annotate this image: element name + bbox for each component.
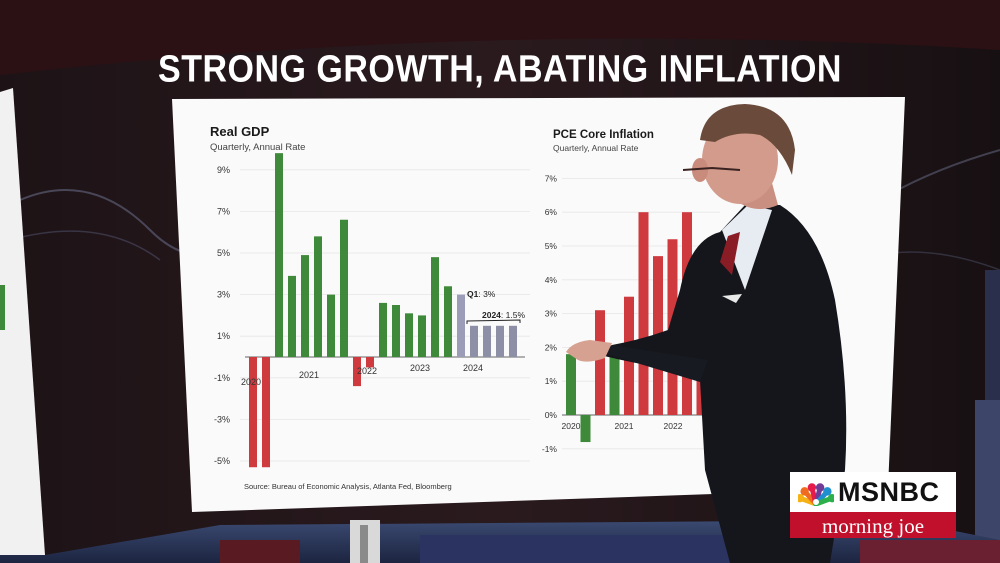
gdp-bar: [509, 325, 517, 357]
gdp-bar: [392, 305, 400, 357]
pce-y-tick: 5%: [545, 241, 558, 251]
forecast-annotation: 2024: 1.5%: [482, 310, 525, 320]
pce-y-tick: 1%: [545, 376, 558, 386]
gdp-y-tick: 7%: [217, 206, 230, 216]
shirt-collar: [722, 205, 772, 290]
q1-annotation: Q1: 3%: [467, 289, 496, 299]
presenter-nose: [692, 158, 708, 182]
suit-jacket: [600, 205, 847, 563]
gdp-y-tick: 3%: [217, 290, 230, 300]
pce-x-label: 2022: [664, 421, 683, 431]
pce-bar: [566, 354, 576, 415]
forecast-bracket: [466, 319, 521, 324]
pce-x-label: 2021: [615, 421, 634, 431]
peacock-body: [813, 499, 819, 505]
gdp-title: Real GDP: [210, 124, 270, 139]
peacock-icon: [798, 483, 834, 506]
pce-bar: [609, 347, 620, 415]
pce-bar: [580, 415, 591, 443]
presenter-hair: [700, 104, 795, 175]
pce-y-tick: 3%: [545, 309, 558, 319]
gdp-y-tick: 1%: [217, 331, 230, 341]
gdp-y-tick: -5%: [214, 456, 230, 466]
gdp-bar: [275, 153, 283, 357]
headline: STRONG GROWTH, ABATING INFLATION: [158, 47, 842, 91]
gdp-bar: [418, 315, 426, 357]
gdp-bar: [431, 257, 439, 357]
pce-y-tick: 4%: [545, 275, 558, 285]
presenter-hand: [566, 340, 612, 362]
gdp-chart: Real GDP Quarterly, Annual Rate 9% 7% 5% 3%…: [210, 124, 530, 491]
network-logo-top: MSNBC: [790, 472, 956, 512]
gdp-y-tick: 5%: [217, 248, 230, 258]
gdp-x-label: 2020: [241, 377, 261, 387]
gdp-bar: [353, 357, 361, 387]
network-logo: MSNBC morning joe: [790, 472, 956, 538]
gdp-y-tick: -1%: [214, 373, 230, 383]
glasses: [682, 167, 741, 171]
gdp-bar: [483, 325, 491, 357]
pce-subtitle: Quarterly, Annual Rate: [553, 143, 639, 153]
gdp-bar: [262, 357, 270, 468]
forecast-annotation-label: 2024: [482, 310, 501, 320]
forecast-annotation-value: : 1.5%: [501, 310, 526, 320]
gdp-bar: [366, 357, 374, 368]
gdp-bar: [340, 219, 348, 357]
gdp-y-tick: 9%: [217, 165, 230, 175]
gdp-source: Source: Bureau of Economic Analysis, Atl…: [244, 482, 452, 491]
pce-bar: [595, 310, 605, 415]
pce-y-tick: 0%: [545, 410, 558, 420]
gdp-bar: [288, 275, 296, 357]
pce-y-tick: 7%: [545, 173, 558, 183]
gdp-x-label: 2024: [463, 363, 483, 373]
show-name: morning joe: [821, 514, 925, 538]
gdp-bar: [470, 325, 478, 357]
gdp-bar: [457, 294, 465, 357]
q1-annotation-label: Q1: [467, 289, 479, 299]
pce-y-tick: -1%: [542, 444, 558, 454]
network-name: MSNBC: [838, 477, 940, 507]
gdp-bar: [249, 357, 257, 468]
gdp-x-label: 2022: [357, 366, 377, 376]
gdp-bar: [379, 302, 387, 357]
gdp-bar: [496, 325, 504, 357]
q1-annotation-value: : 3%: [478, 289, 495, 299]
pce-bar: [638, 212, 649, 415]
network-logo-bottom: [790, 512, 956, 538]
pce-x-label: 2020: [562, 421, 581, 431]
gdp-x-label: 2021: [299, 370, 319, 380]
gdp-bar: [327, 294, 335, 357]
pce-y-tick: 2%: [545, 342, 558, 352]
gdp-bar: [405, 313, 413, 357]
presenter-arm: [600, 345, 708, 382]
pce-y-tick: 6%: [545, 207, 558, 217]
necktie: [720, 232, 740, 275]
pce-title: PCE Core Inflation: [553, 129, 654, 141]
gdp-bar: [444, 286, 452, 357]
gdp-bar: [301, 255, 309, 357]
gdp-x-label: 2023: [410, 363, 430, 373]
gdp-y-tick: -3%: [214, 414, 230, 424]
gdp-bar: [314, 236, 322, 357]
gdp-subtitle: Quarterly, Annual Rate: [210, 142, 305, 153]
pocket-square: [722, 294, 742, 303]
